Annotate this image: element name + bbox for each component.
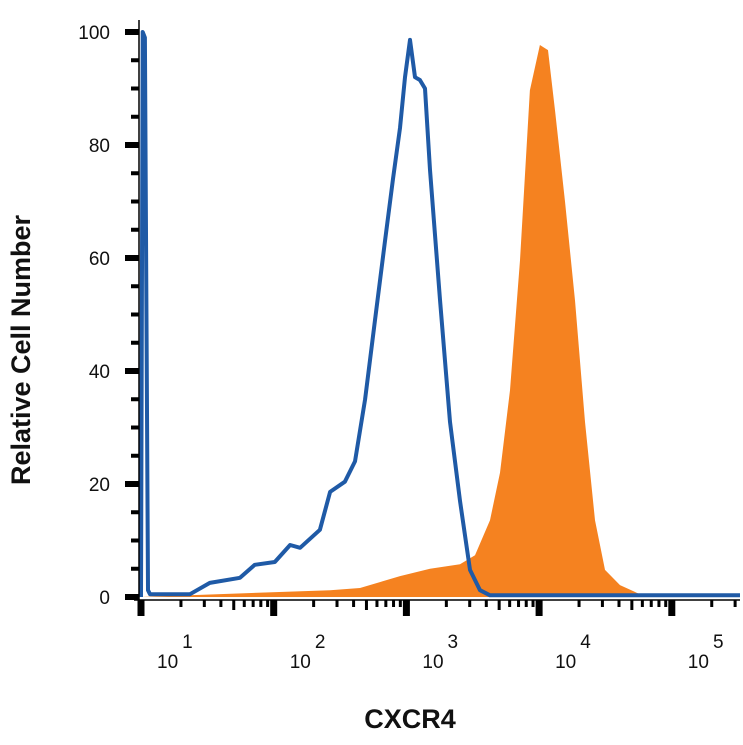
x-minor-tick [630, 600, 634, 610]
x-minor-tick [364, 600, 368, 610]
x-major-tick [137, 600, 145, 616]
x-minor-tick [232, 600, 236, 610]
x-tick-exponent: 5 [713, 632, 724, 653]
x-minor-tick [398, 600, 402, 607]
x-tick-exponent: 2 [315, 632, 326, 653]
x-minor-tick [524, 600, 528, 607]
x-minor-tick [384, 600, 388, 607]
y-minor-tick [131, 453, 139, 458]
x-minor-tick [517, 600, 521, 607]
y-minor-tick [131, 538, 139, 543]
y-major-tick [125, 594, 139, 600]
x-major-tick [668, 600, 676, 616]
x-minor-tick [640, 600, 644, 607]
x-major-tick [535, 600, 543, 616]
x-minor-tick [497, 600, 501, 610]
x-minor-tick [649, 600, 653, 607]
series-line-histogram [139, 30, 740, 598]
x-tick-label: 102 [290, 632, 326, 673]
series-layer [139, 30, 741, 598]
y-tick-label: 80 [89, 136, 110, 157]
x-tick-exponent: 3 [448, 632, 459, 653]
x-minor-tick [219, 600, 223, 607]
x-minor-tick [352, 600, 356, 607]
x-minor-tick [202, 600, 206, 607]
y-minor-tick [131, 114, 139, 119]
y-minor-tick [131, 171, 139, 176]
x-minor-tick [266, 600, 270, 607]
x-minor-tick [484, 600, 488, 607]
x-minor-tick [733, 600, 737, 607]
x-minor-tick [375, 600, 379, 607]
x-minor-tick [251, 600, 255, 607]
x-minor-tick [335, 600, 339, 607]
x-tick-base: 10 [290, 652, 311, 673]
x-tick-base: 10 [422, 652, 443, 673]
x-tick-base: 10 [157, 652, 178, 673]
x-axis-label: CXCR4 [364, 704, 456, 734]
y-minor-tick [131, 312, 139, 317]
x-minor-tick [179, 600, 183, 607]
x-minor-tick [531, 600, 535, 607]
y-minor-tick [131, 86, 139, 91]
y-major-tick [125, 255, 139, 261]
y-tick-label: 60 [89, 249, 110, 270]
x-tick-label: 101 [157, 632, 193, 673]
y-minor-tick [131, 199, 139, 204]
y-tick-label: 0 [99, 588, 110, 609]
x-minor-tick [468, 600, 472, 607]
y-major-tick [125, 368, 139, 374]
x-minor-tick [312, 600, 316, 607]
y-minor-tick [131, 227, 139, 232]
y-minor-tick [131, 510, 139, 515]
x-minor-tick [242, 600, 246, 607]
y-tick-label: 100 [78, 23, 110, 44]
x-major-tick [402, 600, 410, 616]
x-tick-label: 105 [688, 632, 724, 673]
y-axis-label: Relative Cell Number [6, 214, 36, 485]
x-minor-tick [600, 600, 604, 607]
x-minor-tick [664, 600, 668, 607]
x-tick-label: 104 [555, 632, 591, 673]
x-tick-label: 103 [422, 632, 458, 673]
y-tick-label: 40 [89, 362, 110, 383]
y-major-tick [125, 142, 139, 148]
y-major-tick [125, 481, 139, 487]
x-minor-tick [657, 600, 661, 607]
x-tick-base: 10 [555, 652, 576, 673]
x-tick-base: 10 [688, 652, 709, 673]
y-minor-tick [131, 397, 139, 402]
x-tick-exponent: 4 [580, 632, 591, 653]
x-minor-tick [577, 600, 581, 607]
y-minor-tick [131, 566, 139, 571]
x-major-tick [270, 600, 278, 616]
y-minor-tick [131, 284, 139, 289]
y-tick-label: 20 [89, 475, 110, 496]
x-minor-tick [617, 600, 621, 607]
x-minor-tick [392, 600, 396, 607]
x-minor-tick [444, 600, 448, 607]
x-tick-exponent: 1 [182, 632, 193, 653]
x-minor-tick [259, 600, 263, 607]
y-minor-tick [131, 340, 139, 345]
x-minor-tick [710, 600, 714, 607]
y-major-tick [125, 29, 139, 35]
x-minor-tick [508, 600, 512, 607]
y-minor-tick [131, 58, 139, 63]
y-minor-tick [131, 425, 139, 430]
